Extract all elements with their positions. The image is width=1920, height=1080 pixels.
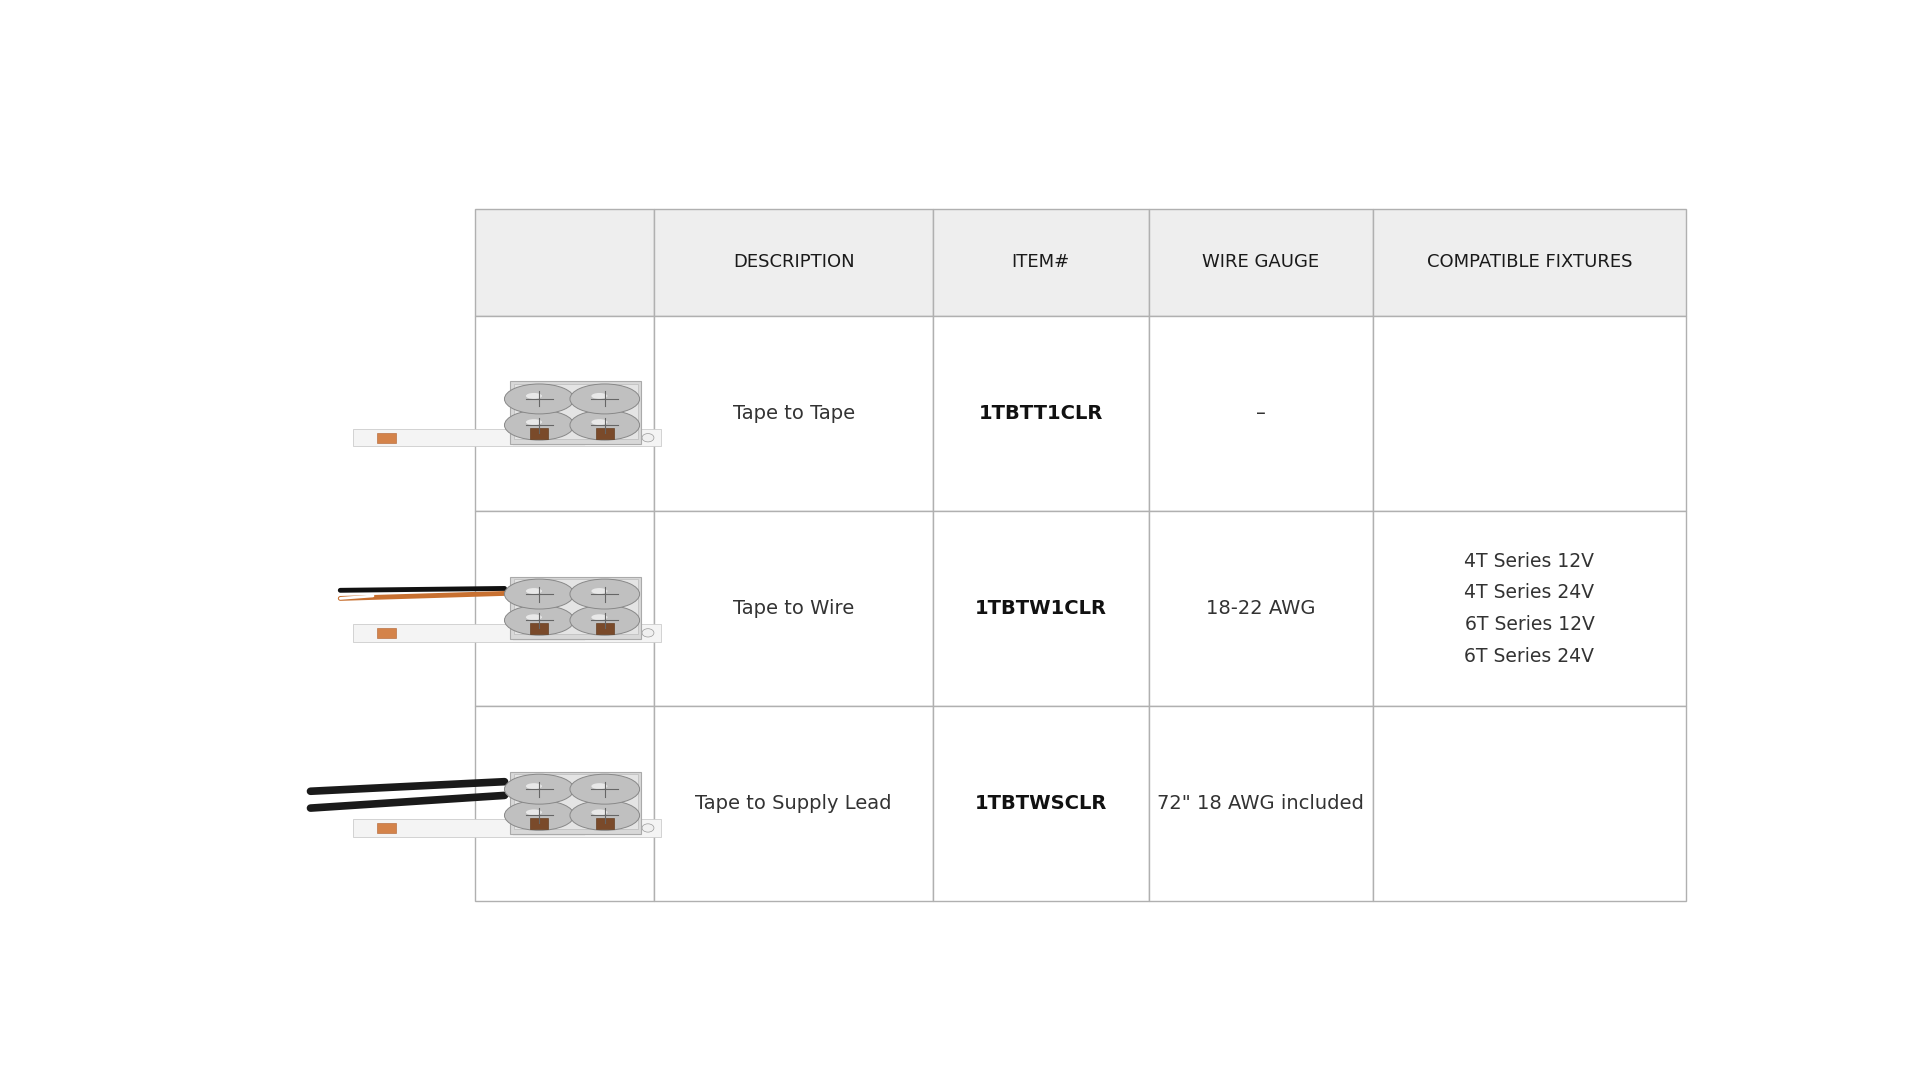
- Ellipse shape: [526, 783, 541, 789]
- Ellipse shape: [591, 419, 607, 426]
- Bar: [1148, 208, 1373, 316]
- Ellipse shape: [570, 579, 639, 609]
- Bar: [605, 433, 624, 443]
- Ellipse shape: [526, 589, 541, 594]
- Bar: [933, 316, 1148, 511]
- Ellipse shape: [641, 824, 655, 832]
- Bar: [595, 623, 614, 634]
- Bar: [513, 634, 586, 639]
- Ellipse shape: [591, 393, 607, 399]
- Bar: [1148, 706, 1373, 902]
- Bar: [605, 629, 624, 637]
- Bar: [1373, 511, 1686, 706]
- Bar: [511, 577, 641, 639]
- Text: Tape to Wire: Tape to Wire: [733, 599, 854, 618]
- Bar: [513, 438, 586, 445]
- Ellipse shape: [505, 774, 574, 805]
- Text: 72" 18 AWG included: 72" 18 AWG included: [1158, 794, 1363, 813]
- Bar: [595, 428, 614, 438]
- Ellipse shape: [505, 800, 574, 831]
- Bar: [376, 823, 396, 833]
- Bar: [1373, 208, 1686, 316]
- Text: –: –: [1256, 404, 1265, 423]
- Bar: [353, 820, 660, 837]
- Text: Tape to Tape: Tape to Tape: [733, 404, 854, 423]
- Ellipse shape: [591, 783, 607, 789]
- Ellipse shape: [570, 410, 639, 441]
- Bar: [353, 624, 660, 642]
- Bar: [933, 706, 1148, 902]
- Bar: [474, 511, 655, 706]
- Ellipse shape: [570, 605, 639, 635]
- Text: 1TBTW1CLR: 1TBTW1CLR: [975, 599, 1106, 618]
- Text: WIRE GAUGE: WIRE GAUGE: [1202, 254, 1319, 271]
- Ellipse shape: [526, 615, 541, 620]
- Ellipse shape: [570, 800, 639, 831]
- Bar: [933, 511, 1148, 706]
- Bar: [474, 208, 655, 316]
- Bar: [511, 772, 641, 834]
- Bar: [474, 316, 655, 511]
- Ellipse shape: [570, 384, 639, 414]
- Bar: [511, 381, 641, 444]
- Bar: [933, 208, 1148, 316]
- Bar: [595, 818, 614, 829]
- Bar: [655, 511, 933, 706]
- Bar: [474, 706, 655, 902]
- Bar: [1373, 706, 1686, 902]
- Bar: [515, 384, 637, 438]
- Bar: [530, 428, 549, 438]
- Text: 18-22 AWG: 18-22 AWG: [1206, 599, 1315, 618]
- Ellipse shape: [526, 419, 541, 426]
- Text: 1TBTT1CLR: 1TBTT1CLR: [979, 404, 1102, 423]
- Bar: [655, 208, 933, 316]
- Ellipse shape: [591, 615, 607, 620]
- Ellipse shape: [526, 809, 541, 815]
- Bar: [376, 629, 396, 637]
- Bar: [513, 828, 586, 835]
- Ellipse shape: [526, 393, 541, 399]
- Bar: [376, 433, 396, 443]
- Ellipse shape: [505, 384, 574, 414]
- Text: Tape to Supply Lead: Tape to Supply Lead: [695, 794, 893, 813]
- Ellipse shape: [591, 589, 607, 594]
- Text: 1TBTWSCLR: 1TBTWSCLR: [975, 794, 1108, 813]
- Bar: [515, 579, 637, 634]
- Bar: [353, 429, 660, 446]
- Ellipse shape: [505, 579, 574, 609]
- Text: ITEM#: ITEM#: [1012, 254, 1069, 271]
- Bar: [605, 823, 624, 833]
- Ellipse shape: [505, 605, 574, 635]
- Bar: [655, 316, 933, 511]
- Ellipse shape: [641, 629, 655, 637]
- Ellipse shape: [641, 433, 655, 442]
- Bar: [530, 623, 549, 634]
- Bar: [655, 706, 933, 902]
- Text: DESCRIPTION: DESCRIPTION: [733, 254, 854, 271]
- Bar: [1148, 511, 1373, 706]
- Ellipse shape: [591, 809, 607, 815]
- Ellipse shape: [505, 410, 574, 441]
- Text: 4T Series 12V
4T Series 24V
6T Series 12V
6T Series 24V: 4T Series 12V 4T Series 24V 6T Series 12…: [1465, 552, 1594, 665]
- Bar: [515, 774, 637, 829]
- Bar: [530, 818, 549, 829]
- Bar: [1373, 316, 1686, 511]
- Ellipse shape: [570, 774, 639, 805]
- Bar: [1148, 316, 1373, 511]
- Text: COMPATIBLE FIXTURES: COMPATIBLE FIXTURES: [1427, 254, 1632, 271]
